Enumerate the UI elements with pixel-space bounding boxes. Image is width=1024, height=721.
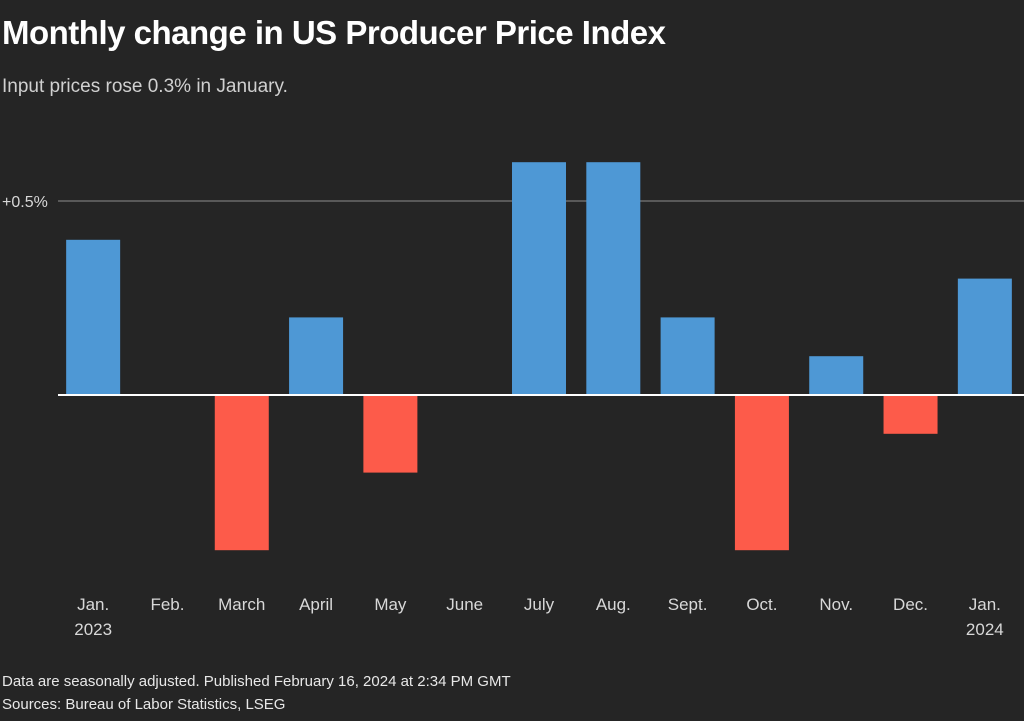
chart-subtitle: Input prices rose 0.3% in January. (2, 76, 288, 97)
x-tick-year-label: 2023 (74, 620, 112, 639)
sources: Sources: Bureau of Labor Statistics, LSE… (2, 696, 286, 713)
x-tick-label: Jan. (969, 595, 1001, 614)
bar (512, 162, 566, 395)
bar (363, 395, 418, 473)
bar (957, 278, 1012, 395)
footnote: Data are seasonally adjusted. Published … (2, 673, 511, 690)
bar (66, 239, 121, 395)
y-tick-label: +0.5% (2, 194, 48, 211)
bar (586, 162, 641, 395)
x-tick-label: Dec. (893, 595, 928, 614)
x-tick-label: Nov. (819, 595, 853, 614)
x-tick-label: May (374, 595, 407, 614)
x-tick-year-label: 2024 (966, 620, 1004, 639)
x-tick-label: Oct. (746, 595, 777, 614)
bar (809, 356, 864, 395)
x-tick-label: Aug. (596, 595, 631, 614)
bar (214, 395, 269, 551)
x-tick-label: Sept. (668, 595, 708, 614)
x-tick-label: June (446, 595, 483, 614)
bar (660, 317, 715, 395)
x-tick-label: Feb. (150, 595, 184, 614)
x-tick-label: March (218, 595, 265, 614)
x-tick-label: July (524, 595, 555, 614)
bar (734, 395, 789, 551)
chart-title: Monthly change in US Producer Price Inde… (2, 14, 666, 51)
x-tick-label: April (299, 595, 333, 614)
bar (289, 317, 344, 395)
x-tick-label: Jan. (77, 595, 109, 614)
bar (883, 395, 938, 434)
